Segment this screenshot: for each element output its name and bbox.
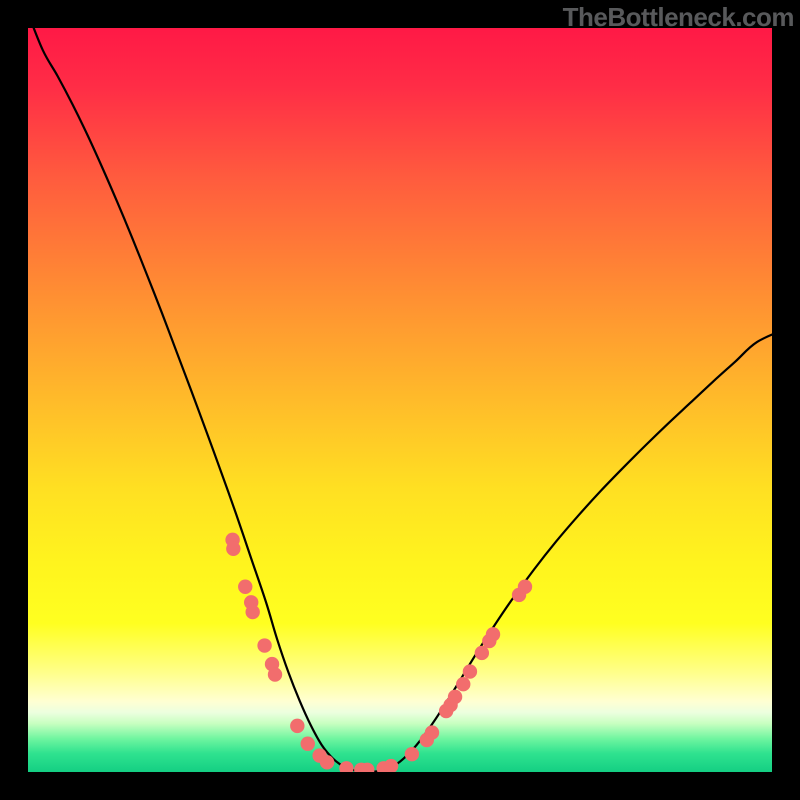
chart-root: TheBottleneck.com (0, 0, 800, 800)
attribution-text: TheBottleneck.com (563, 2, 794, 33)
data-marker (301, 737, 315, 751)
data-marker (448, 690, 462, 704)
plot-background (28, 28, 772, 772)
data-marker (405, 747, 419, 761)
data-marker (475, 646, 489, 660)
data-marker (245, 605, 259, 619)
data-marker (486, 627, 500, 641)
data-marker (238, 580, 252, 594)
data-marker (226, 542, 240, 556)
data-marker (463, 664, 477, 678)
data-marker (518, 580, 532, 594)
data-marker (320, 755, 334, 769)
data-marker (257, 638, 271, 652)
bottleneck-chart (0, 0, 800, 800)
data-marker (290, 719, 304, 733)
data-marker (456, 677, 470, 691)
data-marker (425, 725, 439, 739)
data-marker (268, 667, 282, 681)
data-marker (384, 759, 398, 773)
